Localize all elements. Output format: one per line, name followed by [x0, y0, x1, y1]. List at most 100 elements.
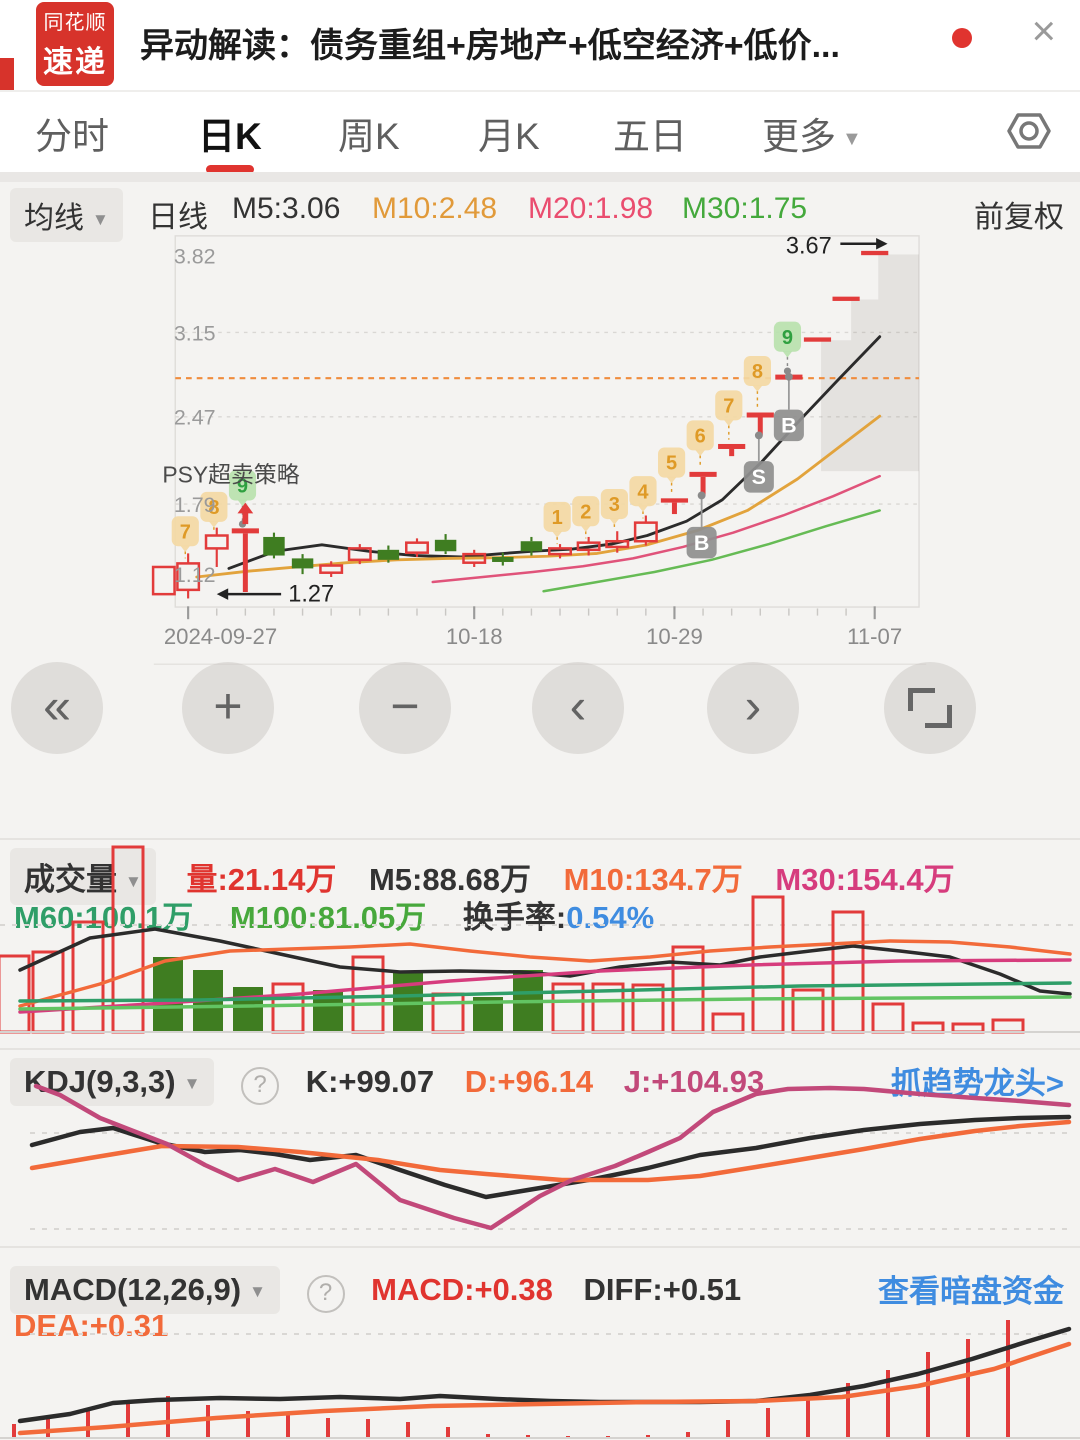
- nav-next-button[interactable]: ›: [707, 662, 799, 754]
- signal-badge-4: 4: [629, 476, 657, 519]
- tab-minute[interactable]: 分时: [35, 116, 109, 157]
- ma-period-label: 日线: [148, 201, 208, 234]
- header-divider: [0, 90, 1080, 92]
- badge-number: 6: [695, 426, 706, 448]
- candle: [576, 536, 601, 556]
- macd-line-DIFF: [17, 1326, 1072, 1424]
- tab-daily-k[interactable]: 日K: [198, 106, 262, 160]
- macd-histogram-bar: [806, 1396, 810, 1438]
- candle: [832, 296, 860, 301]
- candle: [347, 544, 372, 565]
- nav-rewind-button[interactable]: «: [11, 662, 103, 754]
- tab-weekly-k[interactable]: 周K: [338, 116, 400, 157]
- kdj-k-value: K:+99.07: [305, 1064, 435, 1099]
- tab-monthly-k[interactable]: 月K: [478, 116, 540, 157]
- badge-number: 2: [580, 501, 591, 523]
- kdj-d-value: D:+96.14: [464, 1064, 594, 1099]
- volume-bar: [233, 987, 263, 1032]
- adjust-mode-button[interactable]: 前复权: [974, 201, 1064, 234]
- ma-line-MA10: [195, 414, 882, 579]
- candle: [718, 443, 746, 457]
- nav-zoom-in-button[interactable]: +: [182, 662, 274, 754]
- macd-histogram-bar: [486, 1434, 490, 1438]
- candle: [520, 536, 543, 556]
- volume-bar: [153, 957, 183, 1032]
- chevron-down-icon: ▼: [92, 210, 109, 230]
- volume-selector-button[interactable]: 成交量 ▼: [10, 848, 156, 905]
- macd-histogram-bar: [446, 1427, 450, 1438]
- candle: [462, 549, 487, 567]
- signal-badge-3: 3: [600, 489, 628, 529]
- kdj-chart: [0, 1048, 1080, 1231]
- ma30-value: M30:1.75: [682, 192, 808, 225]
- hold-period-box: [878, 254, 920, 472]
- macd-histogram-bar: [646, 1435, 650, 1438]
- badge-number: 7: [723, 396, 734, 418]
- ma-selector-button[interactable]: 均线 ▼: [10, 188, 123, 242]
- price-axis-label: 3.15: [174, 321, 216, 345]
- macd-histogram-bar: [46, 1418, 50, 1438]
- macd-histogram-bar: [1006, 1320, 1010, 1438]
- badge-number: 8: [752, 361, 763, 383]
- macd-selector-button[interactable]: MACD(12,26,9) ▼: [10, 1266, 280, 1314]
- macd-histogram-bar: [12, 1424, 16, 1438]
- candle: [319, 561, 344, 577]
- price-axis-label: 3.82: [174, 245, 216, 269]
- app-logo[interactable]: 同花顺 速递: [36, 2, 114, 86]
- ma5-value: M5:3.06: [232, 192, 341, 225]
- signal-badge-7: 7: [715, 390, 743, 440]
- macd-histogram-bar: [926, 1352, 930, 1438]
- price-axis-label: 2.47: [174, 406, 216, 430]
- trade-marker-B: B: [773, 372, 804, 442]
- volume-chart: [0, 838, 1080, 1034]
- nav-fullscreen-button[interactable]: [884, 662, 976, 754]
- volume-bar: [31, 950, 65, 1034]
- buy-arrow-icon: [237, 502, 254, 514]
- candle: [548, 544, 573, 559]
- vol-line-VOL-M10: [18, 939, 1072, 1008]
- logo-brand-text: 同花顺: [43, 12, 107, 34]
- trade-marker-letter: B: [781, 414, 796, 438]
- macd-header: MACD(12,26,9) ▼ ? MACD:+0.38 DIFF:+0.51: [10, 1266, 741, 1314]
- date-axis-label: 11-07: [847, 624, 902, 649]
- hold-period-box: [821, 340, 852, 472]
- trade-marker-letter: S: [752, 465, 766, 489]
- volume-bar: [631, 983, 665, 1034]
- macd-histogram-bar: [86, 1411, 90, 1438]
- vol-line-VOL-M30: [18, 958, 1072, 1014]
- vol-line-VOL-M5: [18, 927, 1072, 996]
- vol-line-VOL-M100: [18, 995, 1072, 1011]
- tab-more[interactable]: 更多 ▼: [762, 116, 862, 157]
- settings-gear-icon[interactable]: [1006, 108, 1052, 159]
- close-icon[interactable]: ×: [1031, 7, 1056, 54]
- candle: [605, 531, 630, 553]
- nav-prev-button[interactable]: ‹: [532, 662, 624, 754]
- macd-histogram-bar: [526, 1435, 530, 1438]
- candle: [803, 337, 832, 342]
- help-icon[interactable]: ?: [306, 1275, 345, 1313]
- tab-five-day[interactable]: 五日: [613, 116, 687, 157]
- badge-number: 8: [208, 497, 219, 519]
- macd-value: MACD:+0.38: [371, 1272, 553, 1307]
- dark-pool-link[interactable]: 查看暗盘资金: [878, 1274, 1064, 1309]
- news-ticker-title[interactable]: 异动解读：债务重组+房地产+低空经济+低价...: [140, 27, 840, 65]
- badge-number: 9: [237, 476, 248, 498]
- kdj-line-D: [29, 1119, 1072, 1183]
- badge-number: 5: [666, 453, 677, 475]
- macd-histogram-bar: [286, 1414, 290, 1438]
- macd-histogram-bar: [406, 1422, 410, 1438]
- volume-bar: [831, 910, 865, 1034]
- signal-badge-9: 9: [228, 470, 257, 528]
- help-icon[interactable]: ?: [241, 1067, 280, 1105]
- logo-side-tab: [0, 58, 14, 94]
- hold-period-box: [851, 299, 879, 472]
- badge-number: 3: [609, 494, 620, 516]
- signal-badge-8: 8: [200, 491, 228, 532]
- macd-histogram-bar: [686, 1432, 690, 1438]
- signal-badge-2: 2: [572, 496, 600, 539]
- volume-header: 成交量 ▼ 量:21.14万 M5:88.68万 M10:134.7万 M30:1…: [10, 848, 955, 905]
- kdj-j-value: J:+104.93: [623, 1064, 765, 1099]
- macd-histogram-bar: [966, 1339, 970, 1438]
- nav-zoom-out-button[interactable]: −: [359, 662, 451, 754]
